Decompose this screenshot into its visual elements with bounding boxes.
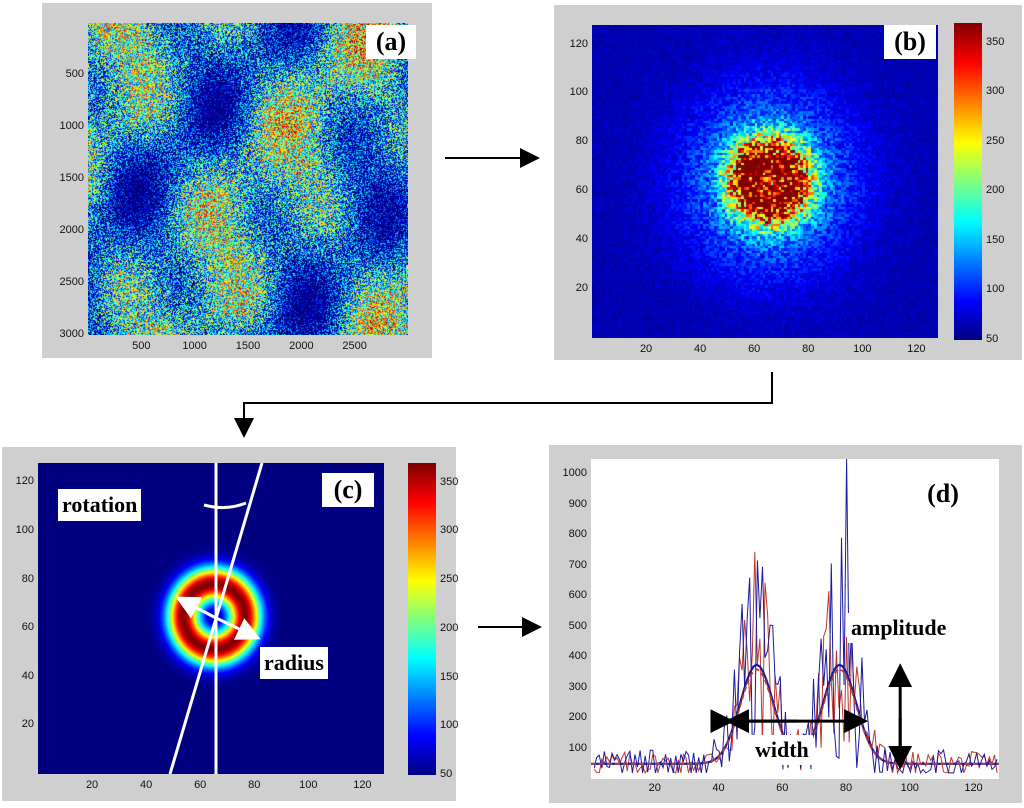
- panel-d-label: (d): [917, 477, 969, 511]
- panel-b-colorbar: [954, 23, 982, 340]
- radius-arrow-1: [175, 596, 215, 619]
- x-tick: 40: [140, 779, 153, 791]
- x-tick: 80: [802, 343, 815, 355]
- y-tick: 2000: [59, 224, 84, 236]
- panel-c-colorbar: [408, 463, 436, 775]
- colorbar-tick: 350: [986, 35, 1005, 48]
- panel-b-colorbar-canvas: [954, 23, 982, 340]
- rotation-arc: [203, 501, 247, 510]
- y-tick: 120: [15, 475, 34, 488]
- panel-c: (c) rotation radius 20 40 60 80 100 120 20 40 6…: [2, 447, 459, 801]
- rotation-label: rotation: [58, 489, 142, 521]
- x-tick: 100: [299, 779, 318, 791]
- colorbar-tick: 100: [440, 719, 459, 732]
- panel-a-canvas: [88, 23, 408, 335]
- radius-arrow-2: [213, 615, 261, 640]
- y-tick: 3000: [59, 328, 84, 340]
- y-tick: 1500: [59, 172, 84, 184]
- y-tick: 100: [569, 86, 588, 99]
- y-tick: 40: [575, 233, 588, 246]
- x-tick: 80: [839, 782, 853, 794]
- colorbar-tick: 50: [986, 333, 999, 345]
- panel-c-colorbar-canvas: [408, 463, 436, 775]
- colorbar-tick: 150: [440, 670, 459, 683]
- y-tick: 80: [21, 572, 34, 585]
- colorbar-tick: 250: [440, 573, 459, 585]
- y-tick: 500: [568, 619, 587, 632]
- x-tick: 100: [900, 782, 919, 794]
- y-tick: 1000: [59, 120, 84, 132]
- y-tick: 700: [568, 558, 587, 571]
- y-tick: 1000: [562, 467, 587, 480]
- arrow-b-to-c: [234, 372, 773, 438]
- panel-b-label: (b): [884, 25, 936, 59]
- x-tick: 2000: [289, 340, 314, 352]
- panel-d: (d) amplitude width 100 200 300 400 500 600 70…: [549, 445, 1022, 803]
- x-tick: 20: [85, 779, 99, 791]
- y-tick: 80: [575, 135, 588, 148]
- y-tick: 20: [21, 718, 34, 731]
- y-tick: 60: [575, 184, 588, 197]
- x-tick: 20: [648, 782, 661, 794]
- y-tick: 40: [21, 669, 34, 682]
- y-tick: 900: [568, 497, 587, 510]
- y-tick: 800: [568, 528, 587, 541]
- y-tick: 60: [21, 621, 34, 634]
- y-tick: 20: [575, 282, 588, 295]
- y-tick: 100: [15, 524, 34, 537]
- colorbar-tick: 300: [986, 85, 1005, 98]
- x-tick: 1500: [235, 340, 261, 352]
- colorbar-tick: 150: [986, 233, 1005, 246]
- colorbar-tick: 200: [440, 621, 459, 634]
- y-tick: 600: [568, 589, 587, 602]
- y-tick: 400: [568, 650, 587, 663]
- colorbar-tick: 200: [986, 184, 1005, 197]
- x-tick: 500: [132, 340, 151, 352]
- panel-b: (b) 20 40 60 80 100 120 20 40 60 80 100 120 350 300…: [554, 5, 1022, 360]
- y-tick: 200: [568, 711, 587, 724]
- colorbar-tick: 300: [440, 524, 459, 537]
- y-tick: 2500: [59, 276, 84, 288]
- x-tick: 20: [639, 343, 653, 355]
- x-tick: 60: [748, 343, 761, 355]
- panel-c-label: (c): [322, 473, 374, 507]
- y-tick: 100: [568, 741, 587, 754]
- x-tick: 120: [353, 779, 372, 791]
- colorbar-tick: 350: [440, 475, 459, 488]
- x-tick: 40: [712, 782, 725, 794]
- amplitude-label: amplitude: [847, 613, 951, 643]
- radius-label: radius: [260, 647, 328, 679]
- width-label: width: [751, 735, 813, 765]
- x-tick: 80: [248, 779, 261, 791]
- y-tick: 120: [569, 37, 588, 50]
- panel-a-heatmap: [88, 23, 408, 335]
- x-tick: 60: [194, 779, 207, 791]
- panel-a-label: (a): [366, 25, 416, 59]
- panel-a: (a) 500 1000 1500 2000 2500 3000 500 1000 1500 2…: [42, 3, 432, 358]
- panel-b-canvas: [592, 25, 938, 338]
- x-tick: 60: [776, 782, 789, 794]
- x-tick: 120: [907, 343, 926, 355]
- x-tick: 120: [964, 782, 983, 794]
- x-tick: 40: [694, 343, 707, 355]
- colorbar-tick: 50: [440, 768, 453, 780]
- y-tick: 300: [568, 680, 587, 693]
- x-tick: 2500: [342, 340, 367, 352]
- colorbar-tick: 250: [986, 134, 1005, 147]
- panel-b-heatmap: [592, 25, 938, 338]
- y-tick: 500: [65, 68, 84, 80]
- colorbar-tick: 100: [986, 283, 1005, 296]
- panel-c-overlay: [168, 463, 264, 774]
- x-tick: 1000: [182, 340, 207, 352]
- x-tick: 100: [853, 343, 872, 355]
